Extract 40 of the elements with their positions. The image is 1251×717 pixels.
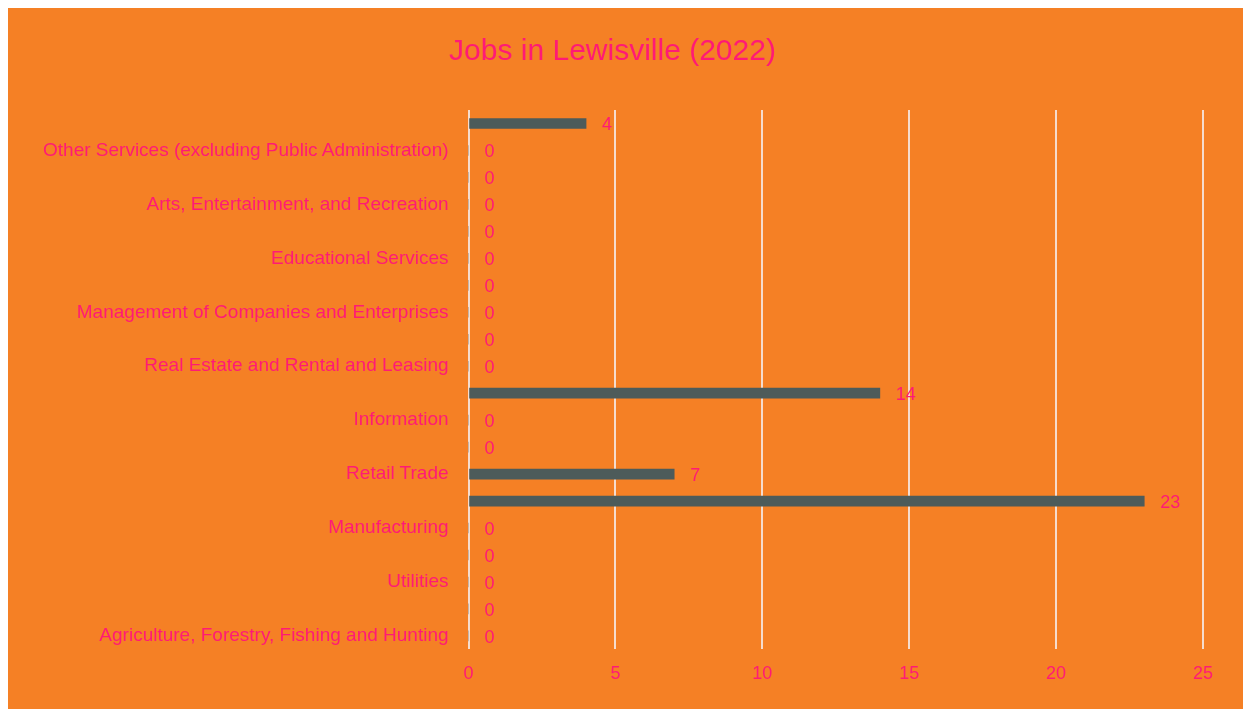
data-label: 0 (484, 545, 495, 566)
y-tick-label: Information (353, 408, 449, 430)
data-label: 0 (484, 330, 495, 351)
bar (469, 495, 1145, 507)
data-label: 0 (484, 357, 495, 378)
y-tick-label: Agriculture, Forestry, Fishing and Hunting (99, 624, 449, 646)
bar (469, 387, 881, 399)
data-label: 4 (602, 114, 613, 135)
data-label: 7 (690, 465, 701, 486)
data-label: 0 (484, 572, 495, 593)
y-tick-label: Educational Services (271, 246, 449, 268)
bar (469, 118, 587, 129)
bar (469, 468, 675, 480)
x-tick-label: 25 (1192, 663, 1214, 684)
y-tick-label: Arts, Entertainment, and Recreation (146, 192, 449, 214)
data-label: 0 (484, 438, 495, 459)
data-label: 23 (1160, 492, 1181, 513)
data-label: 0 (484, 141, 495, 162)
data-label: 0 (484, 249, 495, 270)
data-label: 0 (484, 411, 495, 432)
y-tick-label: Manufacturing (328, 516, 449, 538)
chart-title: Jobs in Lewisville (2022) (449, 33, 776, 67)
x-tick-label: 15 (899, 663, 920, 684)
x-tick-label: 5 (610, 663, 621, 684)
y-tick-label: Other Services (excluding Public Administration) (43, 138, 449, 160)
data-label: 0 (484, 222, 495, 243)
data-label: 0 (484, 276, 495, 297)
data-label: 0 (484, 519, 495, 539)
data-label: 0 (484, 303, 495, 324)
x-tick-label: 20 (1046, 663, 1067, 684)
data-label: 0 (484, 599, 495, 620)
y-tick-label: Retail Trade (346, 462, 449, 484)
data-label: 0 (484, 168, 495, 189)
y-tick-label: Utilities (387, 570, 449, 592)
data-label: 0 (484, 626, 495, 647)
x-tick-label: 10 (752, 663, 773, 684)
x-tick-label: 0 (463, 663, 474, 684)
y-tick-label: Management of Companies and Enterprises (76, 300, 449, 322)
y-tick-label: Real Estate and Rental and Leasing (144, 354, 449, 376)
data-label: 0 (484, 195, 495, 216)
